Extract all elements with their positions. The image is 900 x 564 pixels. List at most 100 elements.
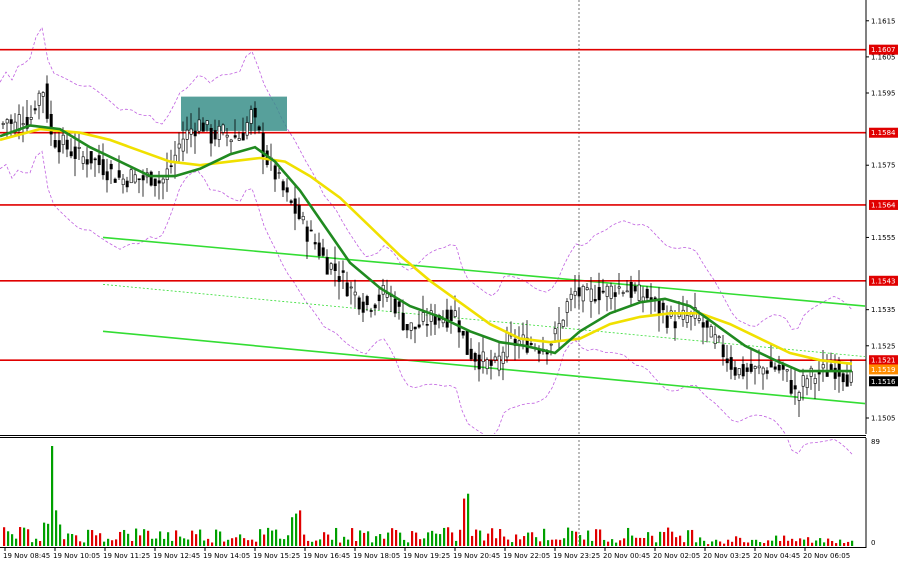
volume-bar [367, 531, 370, 546]
price-tick-label: 1.1505 [871, 415, 896, 423]
volume-min-label: 0 [871, 539, 875, 547]
volume-bar [447, 527, 450, 546]
candle-bull [801, 375, 805, 387]
time-tick-label: 20 Nov 02:05 [653, 552, 700, 560]
volume-bar [199, 529, 202, 546]
candle-bear [193, 130, 197, 137]
candlesticks [1, 75, 853, 418]
candle-bear [241, 132, 245, 141]
candle-bull [573, 291, 577, 296]
volume-bar [523, 536, 526, 546]
volume-max-label: 89 [871, 438, 880, 446]
candle-bull [493, 356, 497, 361]
volume-bar [643, 538, 646, 546]
candle-bear [529, 343, 533, 345]
candle-bull [177, 143, 181, 149]
candle-bear [261, 132, 265, 157]
volume-bar [667, 527, 670, 546]
volume-bar [127, 533, 130, 546]
candle-bull [821, 364, 825, 369]
candle-bear [833, 367, 837, 379]
candle-bear [741, 364, 745, 377]
volume-bar [23, 527, 26, 546]
candle-bear [597, 287, 601, 301]
volume-bar [379, 534, 382, 546]
candle-bull [485, 359, 489, 369]
volume-bar [303, 534, 306, 546]
candle-bear [89, 151, 93, 164]
candle-bull [133, 174, 137, 183]
volume-bar [3, 527, 6, 546]
candle-bull [81, 156, 85, 164]
candle-bear [309, 229, 313, 232]
candle-bull [757, 365, 761, 369]
price-tick-label: 1.1535 [871, 306, 896, 314]
volume-bar [839, 539, 842, 546]
upper-band-line [0, 26, 853, 330]
volume-bar [803, 539, 806, 546]
volume-bar [27, 529, 30, 546]
volume-bar [567, 527, 570, 546]
candle-bear [85, 159, 89, 165]
volume-bar [147, 530, 150, 546]
candle-bear [469, 348, 473, 360]
level-label-bg [869, 199, 898, 210]
candle-bear [201, 122, 205, 132]
volume-bar [631, 535, 634, 546]
candle-bear [289, 200, 293, 203]
candle-bear [773, 366, 777, 370]
candle-bull [245, 122, 249, 136]
volume-bar [275, 529, 278, 546]
candle-bull [501, 351, 505, 364]
volume-bar [715, 539, 718, 546]
candle-bull [605, 285, 609, 297]
candle-bull [77, 147, 81, 149]
volume-bar [383, 538, 386, 546]
candle-bear [829, 364, 833, 371]
candle-bull [481, 351, 485, 362]
candle-bull [709, 326, 713, 338]
volume-bar [371, 542, 374, 546]
volume-bar [295, 513, 298, 546]
volume-bar [431, 530, 434, 546]
level-label-1.1543: 1.1543 [871, 277, 896, 285]
candle-bear [777, 364, 781, 371]
volume-bar [759, 542, 762, 546]
volume-bar [59, 524, 62, 546]
price-tick-label: 1.1595 [871, 90, 896, 98]
candle-bull [129, 169, 133, 184]
volume-bar [735, 536, 738, 546]
candle-bear [645, 288, 649, 299]
volume-bar [455, 540, 458, 546]
candle-bear [629, 281, 633, 298]
volume-bar [155, 538, 158, 546]
level-label-bg [869, 275, 898, 286]
candle-bull [621, 292, 625, 294]
volume-bars [3, 446, 854, 546]
volume-bar [15, 538, 18, 546]
volume-bar [663, 532, 666, 546]
candle-bull [221, 124, 225, 133]
volume-bar [443, 527, 446, 546]
candle-bull [21, 123, 25, 126]
volume-bar [323, 532, 326, 546]
time-tick-label: 19 Nov 08:45 [3, 552, 50, 560]
volume-bar [451, 532, 454, 546]
volume-bar [699, 537, 702, 546]
volume-bar [751, 539, 754, 546]
candle-bear [317, 242, 321, 256]
candle-bear [137, 178, 141, 181]
candle-bear [345, 282, 349, 297]
volume-bar [635, 537, 638, 546]
volume-bar [163, 538, 166, 546]
volume-bar [111, 540, 114, 546]
volume-bar [611, 539, 614, 546]
volume-bar [243, 538, 246, 546]
volume-bar [619, 540, 622, 546]
candle-bull [553, 328, 557, 335]
candle-bull [849, 371, 853, 383]
volume-bar [407, 542, 410, 546]
candle-bull [753, 366, 757, 369]
time-tick-label: 20 Nov 03:25 [703, 552, 750, 560]
